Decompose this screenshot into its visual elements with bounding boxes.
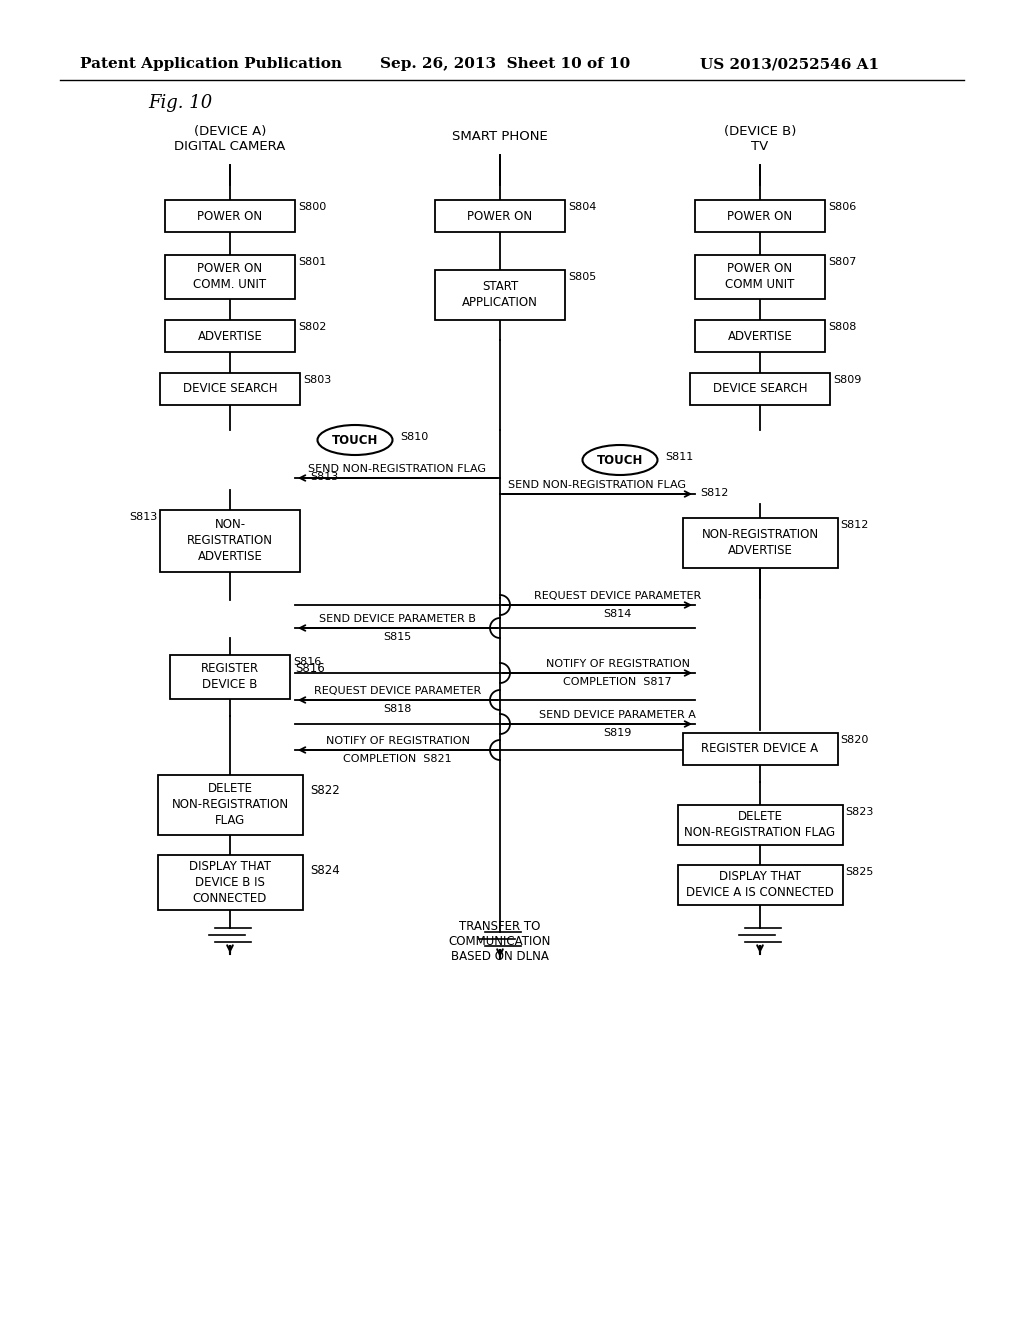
Text: DEVICE SEARCH: DEVICE SEARCH [713, 383, 807, 396]
Text: NON-REGISTRATION
ADVERTISE: NON-REGISTRATION ADVERTISE [701, 528, 818, 557]
Text: SEND NON-REGISTRATION FLAG: SEND NON-REGISTRATION FLAG [308, 465, 486, 474]
Text: TOUCH: TOUCH [597, 454, 643, 466]
Text: REGISTER DEVICE A: REGISTER DEVICE A [701, 742, 818, 755]
Bar [683, 517, 838, 568]
Bar [678, 865, 843, 906]
Text: Patent Application Publication: Patent Application Publication [80, 57, 342, 71]
Bar [160, 374, 300, 405]
Text: S820: S820 [841, 735, 869, 744]
Text: S802: S802 [298, 322, 327, 333]
Text: S812: S812 [700, 488, 728, 498]
Text: S811: S811 [665, 451, 693, 462]
Text: S813: S813 [129, 512, 157, 521]
Text: REGISTER
DEVICE B: REGISTER DEVICE B [201, 663, 259, 692]
Text: NON-
REGISTRATION
ADVERTISE: NON- REGISTRATION ADVERTISE [187, 519, 273, 564]
Text: SEND DEVICE PARAMETER A: SEND DEVICE PARAMETER A [539, 710, 696, 719]
Text: S805: S805 [568, 272, 596, 282]
Bar [158, 855, 302, 909]
Text: S808: S808 [828, 322, 856, 333]
Text: S814: S814 [603, 609, 632, 619]
Text: START
APPLICATION: START APPLICATION [462, 281, 538, 309]
Text: SEND DEVICE PARAMETER B: SEND DEVICE PARAMETER B [319, 614, 476, 624]
Text: (DEVICE B): (DEVICE B) [724, 125, 797, 139]
Bar [678, 805, 843, 845]
Text: S810: S810 [400, 432, 428, 442]
Text: S816: S816 [295, 661, 325, 675]
Text: Sep. 26, 2013  Sheet 10 of 10: Sep. 26, 2013 Sheet 10 of 10 [380, 57, 630, 71]
Text: TRANSFER TO
COMMUNICATION
BASED ON DLNA: TRANSFER TO COMMUNICATION BASED ON DLNA [449, 920, 551, 964]
Text: DELETE
NON-REGISTRATION FLAG: DELETE NON-REGISTRATION FLAG [684, 810, 836, 840]
Text: NOTIFY OF REGISTRATION: NOTIFY OF REGISTRATION [326, 737, 469, 746]
Text: REQUEST DEVICE PARAMETER: REQUEST DEVICE PARAMETER [534, 591, 701, 601]
Text: S825: S825 [846, 867, 873, 876]
Text: S822: S822 [310, 784, 340, 796]
Text: POWER ON
COMM. UNIT: POWER ON COMM. UNIT [194, 263, 266, 292]
Text: (DEVICE A): (DEVICE A) [194, 125, 266, 139]
Text: COMPLETION  S817: COMPLETION S817 [563, 677, 672, 686]
Bar [695, 319, 825, 352]
Text: SEND NON-REGISTRATION FLAG: SEND NON-REGISTRATION FLAG [509, 480, 686, 490]
Text: S819: S819 [603, 729, 632, 738]
Bar [435, 201, 565, 232]
Text: DEVICE SEARCH: DEVICE SEARCH [182, 383, 278, 396]
Text: ADVERTISE: ADVERTISE [198, 330, 262, 342]
Text: TV: TV [752, 140, 769, 153]
Text: DELETE
NON-REGISTRATION
FLAG: DELETE NON-REGISTRATION FLAG [171, 783, 289, 828]
Bar [690, 374, 830, 405]
Text: DISPLAY THAT
DEVICE B IS
CONNECTED: DISPLAY THAT DEVICE B IS CONNECTED [189, 861, 271, 906]
Bar [165, 319, 295, 352]
Text: S809: S809 [833, 375, 861, 385]
Text: S800: S800 [298, 202, 327, 213]
Text: S812: S812 [841, 520, 869, 531]
Text: S816: S816 [293, 657, 322, 667]
Bar [158, 775, 302, 836]
Text: POWER ON: POWER ON [198, 210, 262, 223]
Text: POWER ON: POWER ON [467, 210, 532, 223]
Bar [683, 733, 838, 766]
Bar [170, 655, 290, 700]
Text: TOUCH: TOUCH [332, 433, 378, 446]
Bar [695, 201, 825, 232]
Ellipse shape [317, 425, 392, 455]
Text: NOTIFY OF REGISTRATION: NOTIFY OF REGISTRATION [546, 659, 689, 669]
Text: POWER ON: POWER ON [727, 210, 793, 223]
Text: DIGITAL CAMERA: DIGITAL CAMERA [174, 140, 286, 153]
Text: Fig. 10: Fig. 10 [148, 94, 212, 112]
Text: ADVERTISE: ADVERTISE [728, 330, 793, 342]
Text: S801: S801 [298, 257, 327, 267]
Text: S824: S824 [310, 863, 340, 876]
Bar [165, 201, 295, 232]
Text: S806: S806 [828, 202, 856, 213]
Text: US 2013/0252546 A1: US 2013/0252546 A1 [700, 57, 880, 71]
Text: S803: S803 [303, 375, 331, 385]
Text: S818: S818 [383, 704, 412, 714]
Ellipse shape [583, 445, 657, 475]
Text: POWER ON
COMM UNIT: POWER ON COMM UNIT [725, 263, 795, 292]
Text: SMART PHONE: SMART PHONE [453, 129, 548, 143]
Bar [435, 271, 565, 319]
Bar [695, 255, 825, 300]
Bar [160, 510, 300, 572]
Text: S807: S807 [828, 257, 856, 267]
Text: COMPLETION  S821: COMPLETION S821 [343, 754, 452, 764]
Text: S804: S804 [568, 202, 596, 213]
Text: S815: S815 [383, 632, 412, 642]
Bar [165, 255, 295, 300]
Text: S823: S823 [846, 807, 873, 817]
Text: S813: S813 [310, 473, 338, 482]
Text: DISPLAY THAT
DEVICE A IS CONNECTED: DISPLAY THAT DEVICE A IS CONNECTED [686, 870, 834, 899]
Text: REQUEST DEVICE PARAMETER: REQUEST DEVICE PARAMETER [314, 686, 481, 696]
